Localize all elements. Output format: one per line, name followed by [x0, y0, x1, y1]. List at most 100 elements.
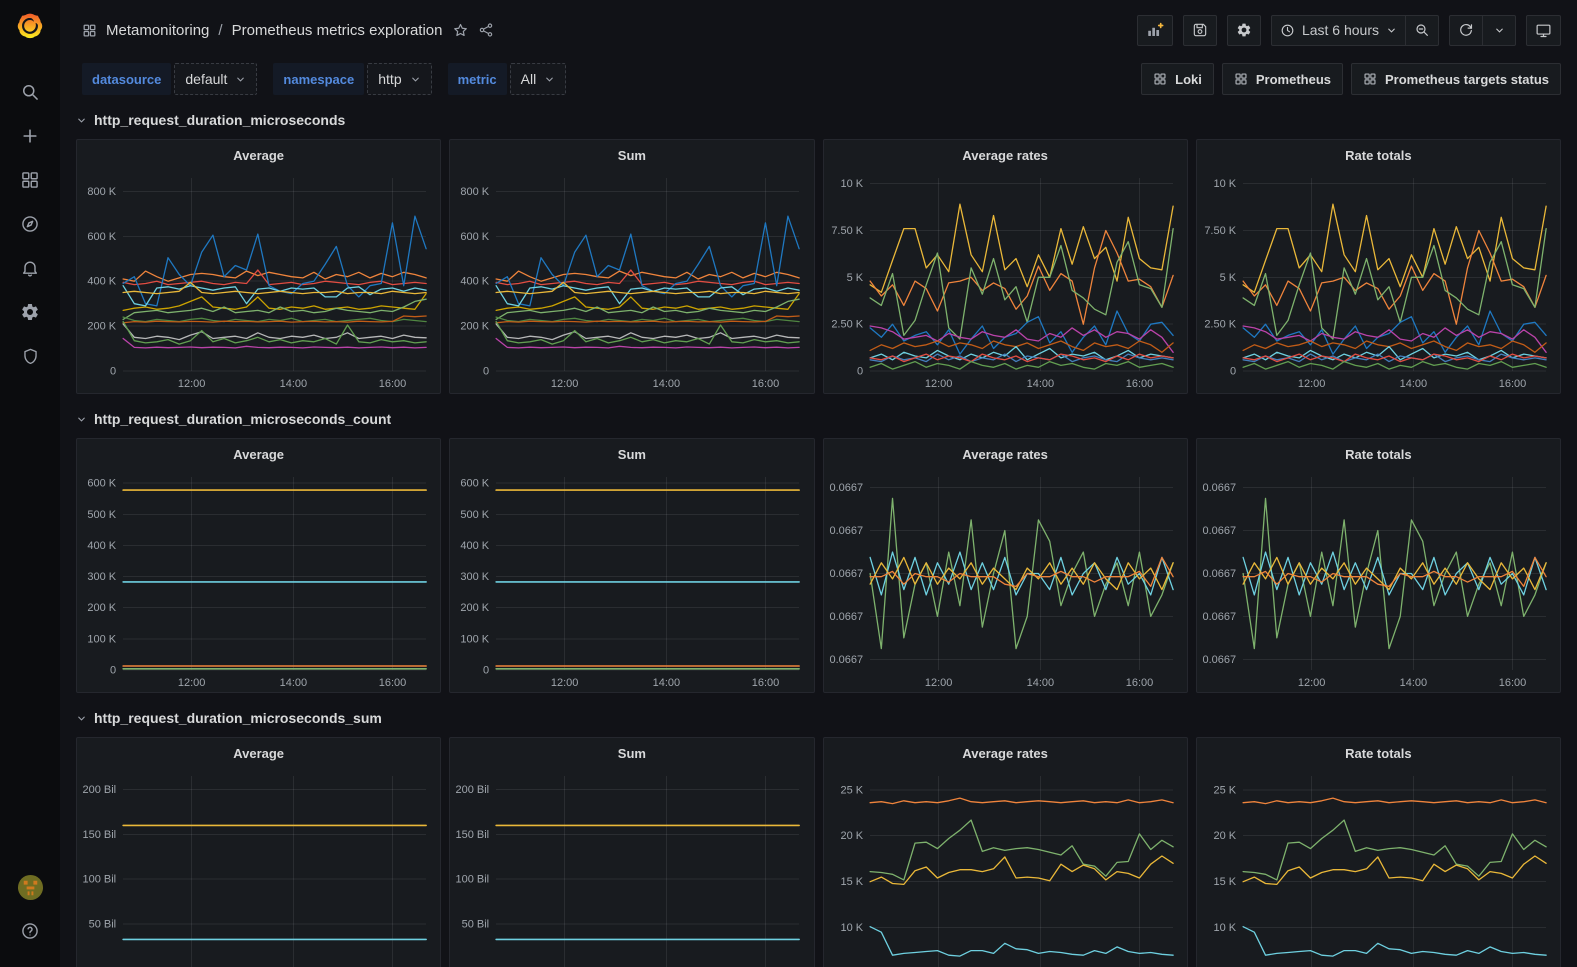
panel-title[interactable]: Average rates [824, 738, 1187, 768]
time-range-picker[interactable]: Last 6 hours [1271, 15, 1406, 46]
sidebar-item-configuration[interactable] [8, 290, 52, 334]
svg-text:600 K: 600 K [461, 478, 490, 490]
row-toggle-http-request-duration-microseconds-count[interactable]: http_request_duration_microseconds_count [76, 404, 1561, 434]
svg-text:300 K: 300 K [461, 571, 490, 583]
clock-icon [1280, 23, 1295, 38]
save-dashboard-button[interactable] [1183, 15, 1217, 46]
favorite-star-button[interactable] [452, 22, 469, 39]
variable-value-dropdown[interactable]: http [367, 63, 431, 95]
add-panel-icon [1146, 21, 1164, 39]
svg-text:400 K: 400 K [461, 540, 490, 552]
chart-r3_avg[interactable]: 200 Bil150 Bil100 Bil50 Bil12:0014:0016:… [77, 768, 440, 967]
panel-title[interactable]: Average [77, 738, 440, 768]
zoom-out-time-button[interactable] [1406, 15, 1439, 46]
chevron-down-icon [410, 74, 421, 85]
svg-text:0.0667: 0.0667 [829, 482, 863, 494]
svg-text:14:00: 14:00 [280, 378, 308, 390]
panel-title[interactable]: Sum [450, 439, 813, 469]
sidebar-item-create[interactable] [8, 114, 52, 158]
chart-r1_sum[interactable]: 800 K600 K400 K200 K012:0014:0016:00 [450, 170, 813, 393]
panel-http-request-duration-microseconds-average-rates: Average rates10 K7.50 K5 K2.50 K012:0014… [823, 139, 1188, 394]
panel-title[interactable]: Average rates [824, 439, 1187, 469]
svg-text:25 K: 25 K [1213, 784, 1236, 796]
panel-title[interactable]: Rate totals [1197, 439, 1560, 469]
dashboard-toolbar: Last 6 hours [1137, 15, 1561, 46]
sidebar-item-alerting[interactable] [8, 246, 52, 290]
panel-title[interactable]: Average [77, 140, 440, 170]
sidebar-item-help[interactable] [8, 909, 52, 953]
chevron-down-icon [1386, 25, 1397, 36]
refresh-interval-dropdown[interactable] [1483, 15, 1516, 46]
svg-text:150 Bil: 150 Bil [456, 829, 490, 841]
svg-text:0: 0 [110, 366, 116, 378]
chevron-down-icon [76, 115, 87, 126]
chart-r2_rtotals[interactable]: 0.06670.06670.06670.06670.066712:0014:00… [1197, 469, 1560, 692]
panel-title[interactable]: Average [77, 439, 440, 469]
dashboard-link-loki[interactable]: Loki [1141, 63, 1214, 95]
chart-r3_rtotals[interactable]: 25 K20 K15 K10 K12:0014:0016:00 [1197, 768, 1560, 967]
panel-title[interactable]: Sum [450, 738, 813, 768]
panel-title[interactable]: Rate totals [1197, 140, 1560, 170]
panel-title[interactable]: Average rates [824, 140, 1187, 170]
svg-text:16:00: 16:00 [379, 378, 407, 390]
chevron-down-icon [76, 713, 87, 724]
chart-r2_sum[interactable]: 600 K500 K400 K300 K200 K100 K012:0014:0… [450, 469, 813, 692]
variable-value-dropdown[interactable]: default [174, 63, 257, 95]
svg-text:16:00: 16:00 [1498, 677, 1526, 689]
svg-text:500 K: 500 K [87, 509, 116, 521]
submenu-bar: datasourcedefaultnamespacehttpmetricAll … [60, 60, 1577, 101]
variable-datasource: datasourcedefault [82, 63, 257, 95]
sidebar-item-user-avatar[interactable] [8, 865, 52, 909]
breadcrumb-folder[interactable]: Metamonitoring [106, 22, 209, 39]
chart-r2_avg[interactable]: 600 K500 K400 K300 K200 K100 K012:0014:0… [77, 469, 440, 692]
sidebar-item-explore[interactable] [8, 202, 52, 246]
svg-text:25 K: 25 K [840, 784, 863, 796]
svg-text:12:00: 12:00 [924, 378, 952, 390]
sidebar-item-server-admin[interactable] [8, 334, 52, 378]
row-toggle-http-request-duration-microseconds[interactable]: http_request_duration_microseconds [76, 105, 1561, 135]
svg-text:400 K: 400 K [87, 276, 116, 288]
variable-namespace: namespacehttp [273, 63, 431, 95]
add-panel-button[interactable] [1137, 15, 1173, 46]
variable-value-dropdown[interactable]: All [510, 63, 567, 95]
panel-http-request-duration-microseconds-count-rate-totals: Rate totals0.06670.06670.06670.06670.066… [1196, 438, 1561, 693]
zoom-out-icon [1414, 22, 1430, 38]
svg-text:0: 0 [483, 665, 489, 677]
svg-text:100 K: 100 K [87, 633, 116, 645]
grafana-app: Metamonitoring / Prometheus metrics expl… [0, 0, 1577, 967]
svg-text:2.50 K: 2.50 K [831, 319, 863, 331]
grafana-logo[interactable] [12, 10, 48, 46]
gear-icon [1236, 22, 1252, 38]
panel-http-request-duration-microseconds-sum-rate-totals: Rate totals25 K20 K15 K10 K12:0014:0016:… [1196, 737, 1561, 967]
panel-title[interactable]: Rate totals [1197, 738, 1560, 768]
panel-title[interactable]: Sum [450, 140, 813, 170]
chart-r1_arates[interactable]: 10 K7.50 K5 K2.50 K012:0014:0016:00 [824, 170, 1187, 393]
svg-text:14:00: 14:00 [653, 677, 681, 689]
panel-body: 800 K600 K400 K200 K012:0014:0016:00 [450, 170, 813, 393]
dashboard-link-prometheus[interactable]: Prometheus [1222, 63, 1343, 95]
svg-text:600 K: 600 K [87, 231, 116, 243]
chart-r3_arates[interactable]: 25 K20 K15 K10 K12:0014:0016:00 [824, 768, 1187, 967]
svg-text:12:00: 12:00 [1298, 677, 1326, 689]
sidebar-item-search[interactable] [8, 70, 52, 114]
svg-text:20 K: 20 K [1213, 830, 1236, 842]
compass-icon [20, 214, 40, 234]
row-toggle-http-request-duration-microseconds-sum[interactable]: http_request_duration_microseconds_sum [76, 703, 1561, 733]
svg-text:2.50 K: 2.50 K [1204, 319, 1236, 331]
dashboard-link-prometheus-targets-status[interactable]: Prometheus targets status [1351, 63, 1561, 95]
svg-text:14:00: 14:00 [653, 378, 681, 390]
panel-http-request-duration-microseconds-average: Average800 K600 K400 K200 K012:0014:0016… [76, 139, 441, 394]
refresh-button[interactable] [1449, 15, 1483, 46]
dashboards-grid-icon [82, 23, 97, 38]
dashboard-settings-button[interactable] [1227, 15, 1261, 46]
kiosk-mode-button[interactable] [1526, 15, 1561, 46]
chart-r1_rtotals[interactable]: 10 K7.50 K5 K2.50 K012:0014:0016:00 [1197, 170, 1560, 393]
chevron-down-icon [235, 74, 246, 85]
sidebar-item-dashboards[interactable] [8, 158, 52, 202]
chart-r1_avg[interactable]: 800 K600 K400 K200 K012:0014:0016:00 [77, 170, 440, 393]
share-button[interactable] [478, 22, 494, 38]
chart-r3_sum[interactable]: 200 Bil150 Bil100 Bil50 Bil12:0014:0016:… [450, 768, 813, 967]
svg-text:0: 0 [857, 366, 863, 378]
variable-label: datasource [82, 63, 171, 95]
chart-r2_arates[interactable]: 0.06670.06670.06670.06670.066712:0014:00… [824, 469, 1187, 692]
